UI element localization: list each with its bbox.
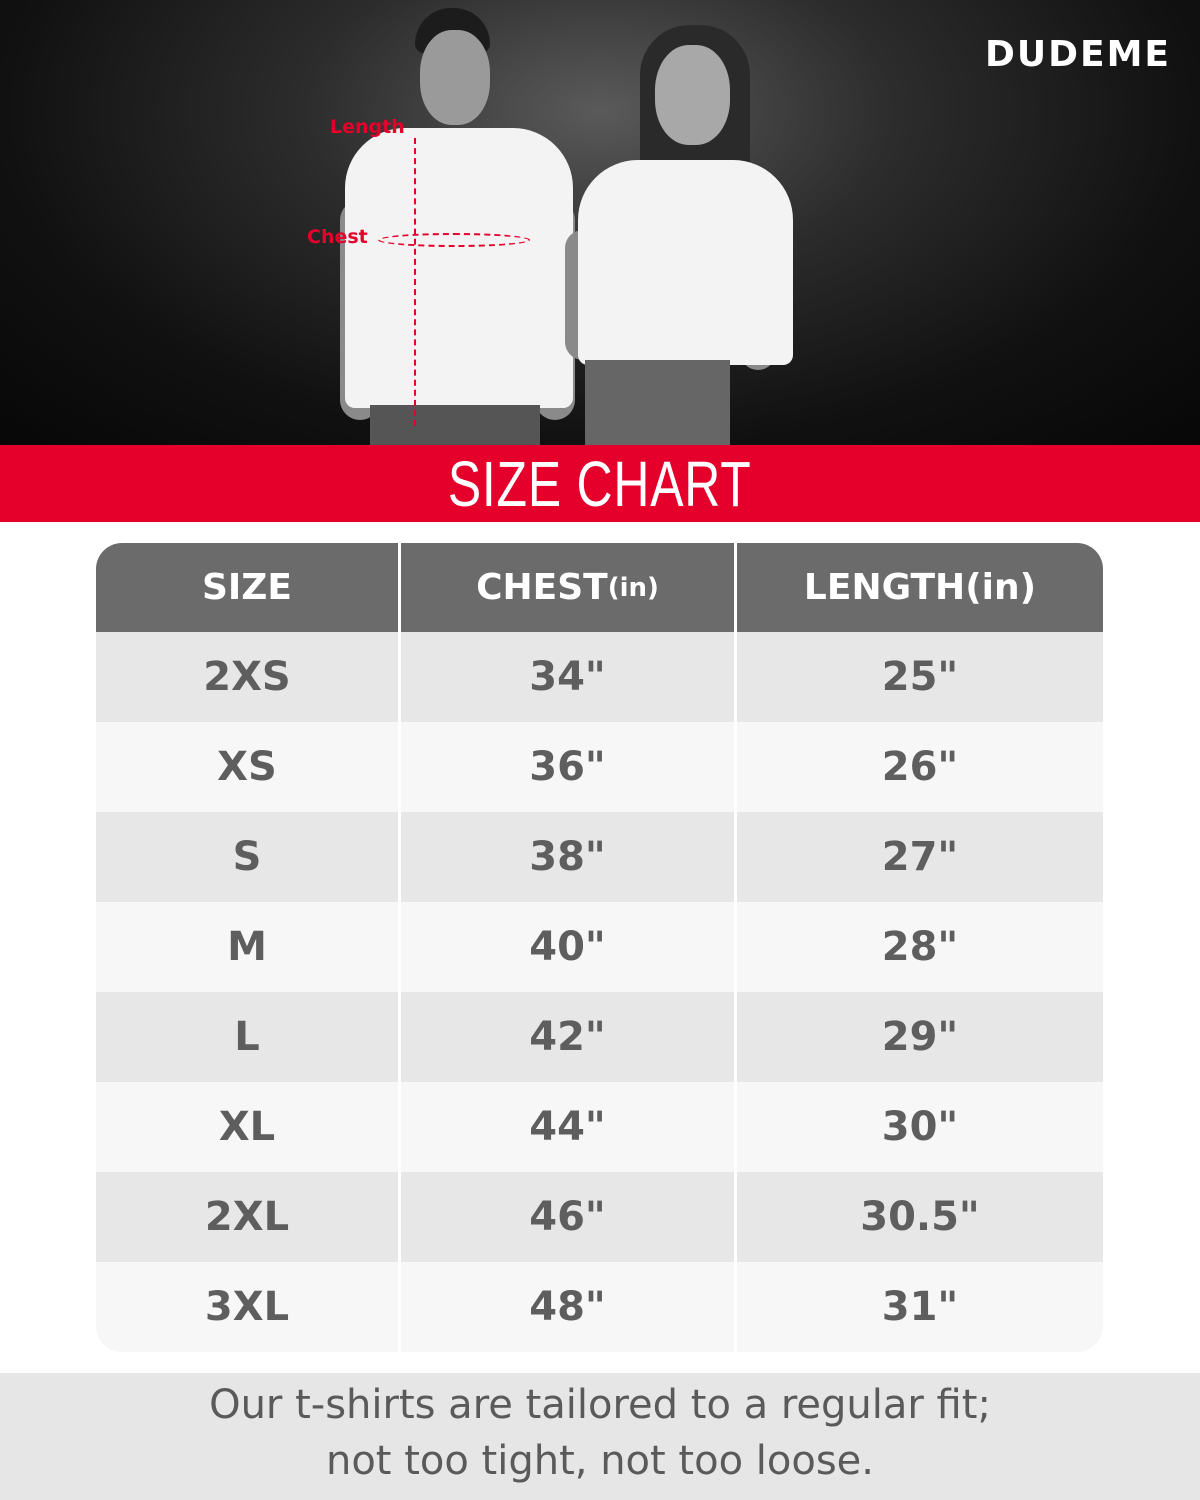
cell-size: XL [218, 1104, 276, 1150]
cell-size: XS [217, 744, 277, 790]
table-row: 2XL 46" 30.5" [96, 1172, 1103, 1262]
size-table: SIZE CHEST (in) LENGTH (in) 2XS 34" 25" XS 36"… [96, 543, 1103, 1352]
header-chest: CHEST (in) [398, 543, 734, 632]
cell-length: 26" [734, 722, 1103, 812]
cell-length: 28" [734, 902, 1103, 992]
chest-label: Chest [307, 226, 368, 248]
cell-size: L [234, 1014, 260, 1060]
cell-chest: 36" [398, 722, 734, 812]
cell-size: 3XL [204, 1284, 290, 1330]
fit-note-line-2: not too tight, not too loose. [325, 1438, 874, 1484]
cell-chest: 46" [398, 1172, 734, 1262]
table-row: 3XL 48" 31" [96, 1262, 1103, 1352]
header-length: LENGTH (in) [734, 543, 1103, 632]
table-row: XL 44" 30" [96, 1082, 1103, 1172]
cell-length: 31" [734, 1262, 1103, 1352]
table-row: M 40" 28" [96, 902, 1103, 992]
models-photo: Length Chest DUDEME [0, 0, 1200, 445]
cell-length: 30.5" [734, 1172, 1103, 1262]
fit-note-line-1: Our t-shirts are tailored to a regular f… [209, 1382, 991, 1428]
chest-measure-line [378, 233, 530, 247]
table-header: SIZE CHEST (in) LENGTH (in) [96, 543, 1103, 632]
cell-size: S [232, 834, 262, 880]
cell-length: 30" [734, 1082, 1103, 1172]
cell-chest: 48" [398, 1262, 734, 1352]
cell-chest: 40" [398, 902, 734, 992]
fit-note: Our t-shirts are tailored to a regular f… [0, 1373, 1200, 1500]
cell-size: 2XS [203, 654, 291, 700]
cell-length: 29" [734, 992, 1103, 1082]
cell-length: 25" [734, 632, 1103, 722]
length-label: Length [330, 116, 405, 138]
cell-chest: 44" [398, 1082, 734, 1172]
header-size: SIZE [201, 567, 293, 608]
brand-logo: DUDEME [985, 34, 1172, 75]
page-title: SIZE CHART [448, 447, 752, 520]
table-row: L 42" 29" [96, 992, 1103, 1082]
cell-chest: 34" [398, 632, 734, 722]
table-row: XS 36" 26" [96, 722, 1103, 812]
cell-length: 27" [734, 812, 1103, 902]
cell-size: 2XL [204, 1194, 290, 1240]
cell-chest: 42" [398, 992, 734, 1082]
cell-chest: 38" [398, 812, 734, 902]
title-banner: SIZE CHART [0, 445, 1200, 522]
cell-size: M [227, 924, 267, 970]
table-row: 2XS 34" 25" [96, 632, 1103, 722]
length-measure-line [414, 138, 416, 426]
table-row: S 38" 27" [96, 812, 1103, 902]
